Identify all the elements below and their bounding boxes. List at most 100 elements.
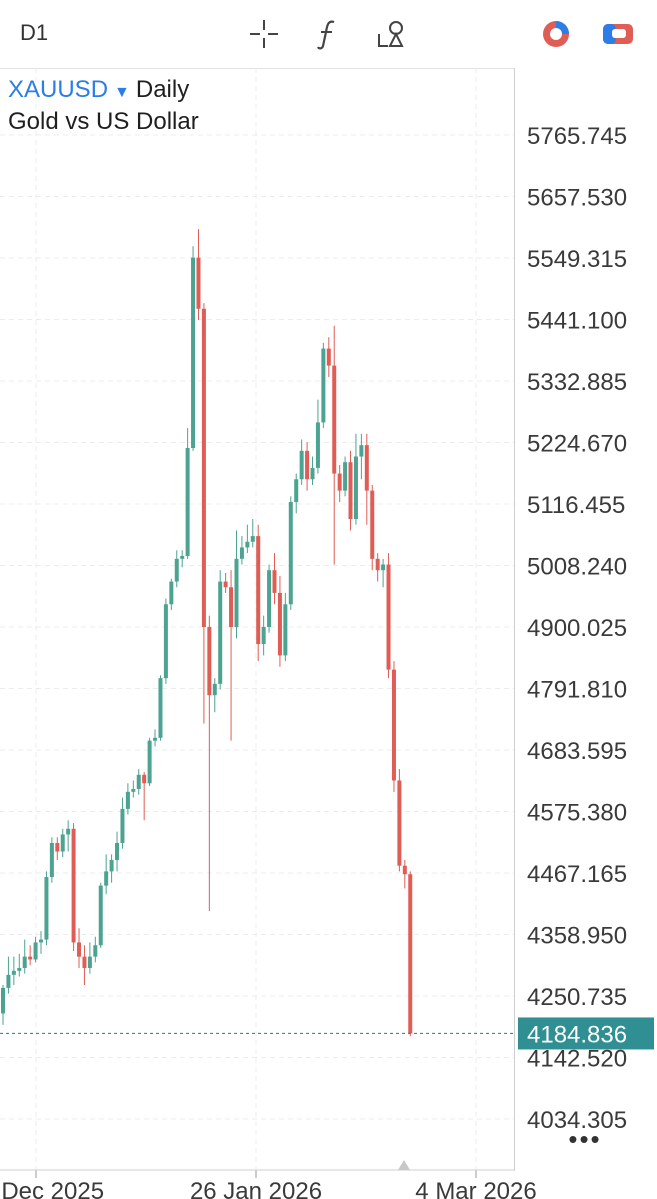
candle-body [315, 422, 320, 468]
candle-body [28, 956, 33, 960]
candle-body [386, 564, 391, 670]
y-tick-label: 5116.455 [527, 492, 625, 519]
y-tick-label: 5008.240 [527, 554, 627, 581]
candle-body [44, 877, 49, 940]
y-tick-label: 5765.745 [527, 123, 627, 150]
candle-body [142, 774, 147, 784]
candle-body [348, 462, 353, 520]
candle-body [288, 501, 293, 605]
last-price-box [518, 1017, 654, 1050]
candle-body [283, 604, 288, 656]
y-tick-label: 5549.315 [527, 246, 627, 273]
candle-body [277, 592, 282, 656]
candle-body [234, 558, 239, 628]
candle-body [370, 490, 375, 559]
y-tick-label: 4250.735 [527, 984, 627, 1011]
candle-body [381, 564, 386, 571]
more-icon[interactable]: ••• [568, 1124, 601, 1154]
timeframe-button[interactable]: D1 [20, 20, 49, 45]
symbol-dropdown-icon[interactable]: ▼ [114, 84, 130, 101]
candle-body [391, 669, 396, 781]
candle-body [201, 308, 206, 628]
candle-body [33, 942, 38, 960]
y-tick-label: 4358.950 [527, 923, 627, 950]
symbol-period: Daily [135, 76, 190, 103]
candle-body [185, 447, 190, 556]
toolbar: D1 [0, 0, 657, 68]
candle-body [169, 581, 174, 605]
candle-body [310, 467, 315, 480]
candle-body [343, 462, 348, 491]
y-tick-label: 4791.810 [527, 677, 627, 704]
candle-body [239, 547, 244, 559]
candle-body [191, 257, 196, 448]
candle-body [136, 774, 141, 789]
candle-body [364, 445, 369, 491]
scroll-end-marker [398, 1160, 410, 1170]
candle-body [326, 348, 331, 366]
candle-body [180, 555, 185, 559]
candle-body [17, 968, 22, 971]
candle-body [256, 536, 261, 645]
candle-body [39, 939, 44, 943]
candle-body [77, 942, 82, 957]
candle-body [125, 791, 130, 809]
candle-body [163, 604, 168, 679]
crosshair-icon[interactable] [246, 16, 282, 52]
symbol-ticker[interactable]: XAUUSD [8, 76, 109, 103]
candle-body [299, 450, 304, 480]
candle-body [250, 536, 255, 542]
y-tick-label: 4467.165 [527, 861, 627, 888]
candle-body [321, 348, 326, 423]
x-tick-label: 4 Mar 2026 [415, 1178, 536, 1199]
chart-area[interactable] [0, 68, 515, 1171]
last-price-label: 4184.836 [527, 1021, 627, 1048]
symbol-header[interactable]: XAUUSD ▼ Daily [8, 76, 189, 104]
candle-body [196, 257, 201, 309]
candle-body [93, 945, 98, 957]
candle-body [207, 627, 212, 696]
y-tick-label: 4034.305 [527, 1107, 627, 1134]
candle-body [375, 558, 380, 571]
y-tick-label: 5441.100 [527, 308, 627, 335]
y-tick-label: 4900.025 [527, 615, 627, 642]
indicator-pie-icon[interactable] [538, 16, 574, 52]
candle-body [109, 860, 114, 872]
candle-body [332, 365, 337, 474]
candle-body [212, 683, 217, 696]
y-tick-label: 4575.380 [527, 800, 627, 827]
symbol-description: Gold vs US Dollar [8, 108, 199, 135]
y-tick-label: 5224.670 [527, 431, 627, 458]
candle-body [245, 541, 250, 548]
candle-body [305, 450, 310, 480]
candle-body [408, 874, 413, 1034]
candle-body [261, 627, 266, 645]
toggle-theme-icon[interactable] [600, 16, 636, 52]
candle-body [402, 865, 407, 875]
candle-body [337, 473, 342, 491]
candle-body [49, 842, 54, 878]
candle-body [71, 828, 76, 943]
candle-body [267, 570, 272, 628]
candle-body [98, 885, 103, 946]
y-tick-label: 5657.530 [527, 185, 627, 212]
candle-body [153, 737, 158, 741]
candle-body [174, 558, 179, 582]
candle-body [223, 581, 228, 588]
x-tick-label: 19 Dec 2025 [0, 1178, 104, 1199]
candle-body [60, 834, 65, 852]
candle-body [120, 808, 125, 843]
candle-body [1, 987, 5, 1014]
candle-body [131, 788, 136, 792]
objects-icon[interactable] [374, 16, 410, 52]
y-tick-label: 5332.885 [527, 369, 627, 396]
candle-body [218, 581, 223, 684]
candle-body [55, 842, 60, 852]
candle-body [359, 445, 364, 457]
function-icon[interactable] [310, 16, 346, 52]
candle-body [115, 842, 120, 861]
candle-body [22, 956, 27, 969]
candle-body [397, 780, 402, 866]
y-tick-label: 4683.595 [527, 738, 627, 765]
